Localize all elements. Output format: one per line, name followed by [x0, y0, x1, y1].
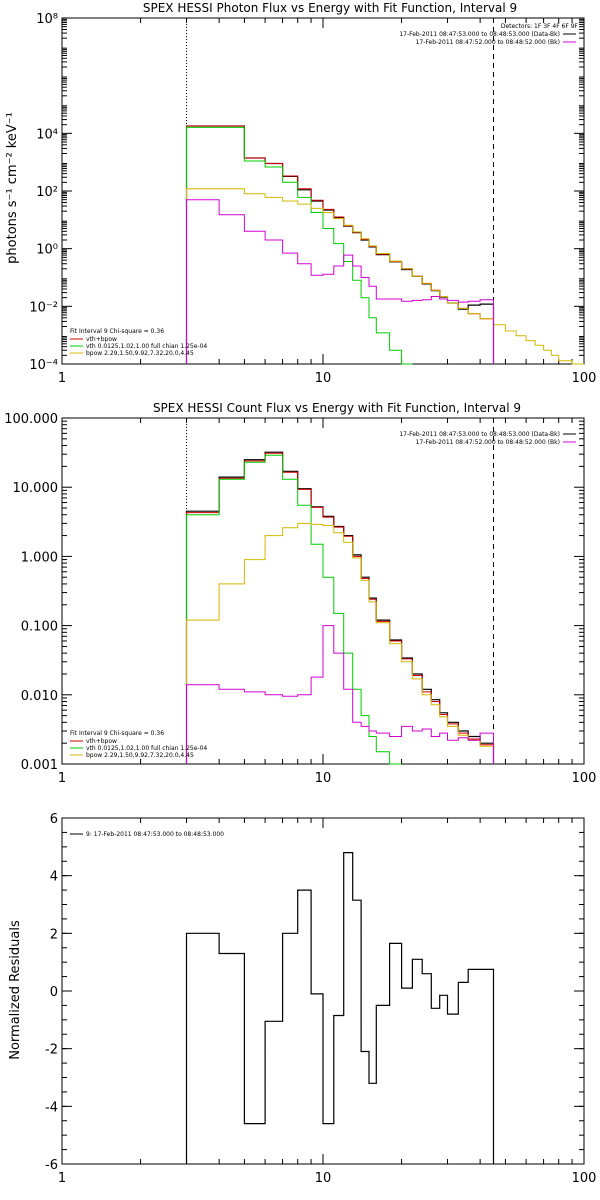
y-tick-label: 10²: [36, 185, 58, 200]
photon-title: SPEX HESSI Photon Flux vs Energy with Fi…: [143, 1, 517, 15]
residuals-legend: 9: 17-Feb-2011 08:47:53.000 to 08:48:53.…: [70, 831, 224, 838]
count-info-line: 17-Feb-2011 08:47:53.000 to 08:48:53.000…: [399, 431, 560, 438]
photon-info-line: Detectors: 1F 3F 4F 6F 9F: [501, 23, 579, 30]
y-tick-label: 10⁻⁴: [29, 358, 58, 373]
y-tick-label: 10.000: [13, 481, 59, 496]
photon-y-axis-label: photons s⁻¹ cm⁻² keV⁻¹: [5, 112, 20, 264]
series-line-background: [186, 199, 494, 364]
y-tick-label: 2: [50, 927, 58, 942]
count-legend-item: bpow 2.29,1.50,9.92,7.32,20.0,4.45: [86, 752, 194, 759]
count-legend-item: vth+bpow: [86, 738, 117, 745]
photon-series: [185, 18, 584, 365]
x-tick-label: 1: [58, 371, 66, 386]
x-tick-label: 10: [315, 771, 332, 786]
residuals-axes: 1 10 100 -6 -4 -2 0 2 4 6: [45, 812, 596, 1186]
count-legend-item: vth 0.0125,1.02,1.00 full chian 1.25e-04: [86, 745, 207, 752]
y-tick-label: 0.001: [21, 758, 58, 773]
residuals-series: [185, 852, 495, 1164]
count-panel: SPEX HESSI Count Flux vs Energy with Fit…: [4, 401, 596, 786]
series-line-bpow: [186, 522, 494, 764]
count-axes: 1 10 100 0.001 0.010 0.100 1.000 10.000 100.000: [4, 412, 596, 786]
count-legend: Fit Interval 9 Chi-square = 0.36 vth+bpo…: [70, 730, 207, 759]
x-tick-label: 100: [572, 1171, 597, 1186]
series-line-9: [185, 852, 495, 1164]
residuals-panel: 1 10 100 -6 -4 -2 0 2 4 6 Normalized Residuals 9:…: [8, 812, 596, 1186]
y-tick-label: 10⁻²: [29, 300, 58, 315]
x-tick-label: 100: [572, 371, 597, 386]
count-series: [185, 418, 495, 765]
x-tick-label: 1: [58, 771, 66, 786]
y-tick-label: -6: [45, 1158, 58, 1173]
x-tick-label: 1: [58, 1171, 66, 1186]
y-tick-label: 10⁰: [36, 243, 58, 258]
series-line-bpow: [186, 188, 584, 365]
photon-legend-header: Fit Interval 9 Chi-square = 0.36: [70, 328, 164, 335]
photon-panel: SPEX HESSI Photon Flux vs Energy with Fi…: [5, 1, 596, 386]
x-tick-label: 10: [315, 1171, 332, 1186]
y-tick-label: 1.000: [21, 550, 58, 565]
x-tick-label: 10: [315, 371, 332, 386]
plot-frame: [61, 17, 585, 365]
photon-legend-item: vth 0.0125,1.02,1.00 full chian 1.25e-04: [86, 343, 207, 350]
photon-legend-item: vth+bpow: [86, 336, 117, 343]
plot-frame: [61, 417, 585, 765]
y-tick-label: -4: [45, 1100, 58, 1115]
y-tick-label: 0.100: [21, 620, 58, 635]
y-tick-label: 4: [50, 870, 58, 885]
y-tick-label: 0.010: [21, 689, 58, 704]
count-info-line: 17-Feb-2011 08:47:52.000 to 08:48:52.000…: [416, 439, 560, 446]
count-legend-header: Fit Interval 9 Chi-square = 0.36: [70, 730, 164, 737]
series-line-vth: [186, 454, 402, 765]
y-tick-label: 100.000: [4, 412, 58, 427]
photon-axes: 1 10 100 10⁻⁴ 10⁻² 10⁰ 10² 10⁴ 10⁸: [29, 12, 596, 386]
y-tick-label: 6: [50, 812, 58, 827]
count-info-block: 17-Feb-2011 08:47:53.000 to 08:48:53.000…: [399, 431, 576, 446]
series-line-background: [186, 625, 494, 764]
residuals-y-axis-label: Normalized Residuals: [8, 920, 23, 1060]
photon-info-line: 17-Feb-2011 08:47:53.000 to 08:48:53.000…: [399, 31, 560, 38]
residuals-legend-item: 9: 17-Feb-2011 08:47:53.000 to 08:48:53.…: [86, 831, 224, 838]
photon-legend-item: bpow 2.29,1.50,9.92,7.32,20.0,4.45: [86, 350, 194, 357]
y-tick-label: -2: [45, 1043, 58, 1058]
series-line-data: [185, 125, 495, 364]
y-tick-label: 0: [50, 985, 58, 1000]
x-tick-label: 100: [572, 771, 597, 786]
series-line-vth: [186, 126, 413, 365]
photon-info-block: Detectors: 1F 3F 4F 6F 9F 17-Feb-2011 08…: [399, 23, 578, 46]
y-tick-label: 10⁴: [36, 127, 58, 142]
photon-info-line: 17-Feb-2011 08:47:52.000 to 08:48:52.000…: [416, 39, 560, 46]
y-tick-label: 10⁸: [36, 12, 58, 27]
count-title: SPEX HESSI Count Flux vs Energy with Fit…: [153, 401, 521, 415]
photon-legend: Fit Interval 9 Chi-square = 0.36 vth+bpo…: [70, 328, 207, 357]
series-line-vth+bpow: [186, 125, 494, 364]
